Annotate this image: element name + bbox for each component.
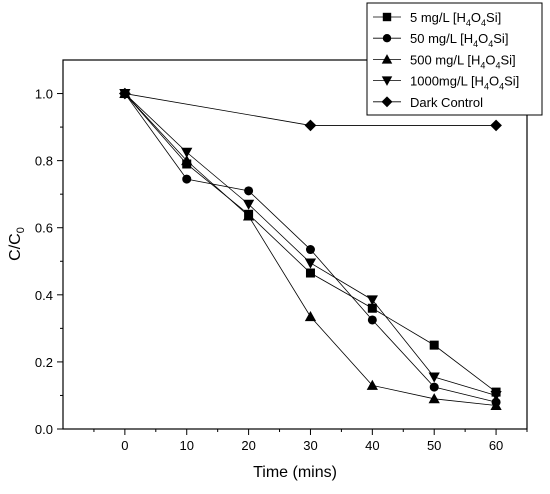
x-tick-label: 30 xyxy=(303,438,317,453)
y-axis-label-base: C/C xyxy=(7,233,24,261)
data-point-circle xyxy=(182,174,192,184)
series-line-square xyxy=(124,93,497,393)
y-axis-label: C/C0 xyxy=(7,227,27,261)
data-point-triangle-down xyxy=(428,372,440,383)
y-tick-label: 0.4 xyxy=(35,288,53,303)
y-axis: 0.0 0.2 0.4 0.6 0.8 1.0 xyxy=(35,87,63,437)
data-point-triangle-up xyxy=(428,393,440,404)
legend-marker-circle xyxy=(382,34,392,43)
legend-entry: 50 mg/L [H4O4Si] xyxy=(410,31,508,49)
legend-marker-square xyxy=(382,12,392,22)
legend-marker-diamond xyxy=(381,96,393,108)
x-tick-label: 50 xyxy=(427,438,441,453)
data-point-triangle-down xyxy=(181,147,193,158)
data-point-circle xyxy=(305,245,315,255)
legend-marker-triangle-down xyxy=(381,76,393,86)
data-point-triangle-up xyxy=(366,379,378,390)
data-point-triangle-down xyxy=(304,258,317,269)
y-tick-label: 0.2 xyxy=(35,355,53,370)
data-point-triangle-up xyxy=(181,155,193,166)
y-axis-label-sub: 0 xyxy=(15,227,27,233)
data-point-square xyxy=(305,268,315,278)
data-point-circle xyxy=(244,186,254,196)
data-point-circle xyxy=(429,382,439,392)
legend-marker-triangle-up xyxy=(381,54,393,64)
legend-entry: 1000mg/L [H4O4Si] xyxy=(410,74,519,92)
data-point-diamond xyxy=(119,87,131,100)
x-tick-label: 60 xyxy=(489,438,503,453)
y-tick-label: 0.8 xyxy=(35,154,53,169)
data-point-square xyxy=(429,340,439,350)
data-point-triangle-down xyxy=(242,199,255,210)
x-tick-label: 20 xyxy=(241,438,255,453)
y-tick-label: 0.6 xyxy=(35,221,53,236)
data-point-triangle-up xyxy=(490,399,502,411)
data-point-triangle-up xyxy=(304,310,317,322)
data-point-square xyxy=(367,303,377,313)
data-point-triangle-down xyxy=(366,295,378,306)
x-tick-label: 10 xyxy=(179,438,193,453)
data-point-diamond xyxy=(304,119,317,132)
plot-markers xyxy=(119,87,502,411)
legend: 5 mg/L [H4O4Si] 50 mg/L [H4O4Si] 500 mg/L … xyxy=(366,2,543,116)
y-tick-label: 0.0 xyxy=(35,422,53,437)
data-point-circle xyxy=(367,315,377,325)
x-axis-label: Time (mins) xyxy=(253,464,337,481)
legend-entry: 5 mg/L [H4O4Si] xyxy=(410,10,501,28)
data-point-triangle-down xyxy=(490,390,502,402)
data-point-triangle-up xyxy=(242,210,255,221)
y-tick-label: 1.0 xyxy=(35,87,53,102)
x-tick-label: 40 xyxy=(365,438,379,453)
plot-frame xyxy=(62,59,528,430)
legend-entry: 500 mg/L [H4O4Si] xyxy=(410,52,516,70)
data-point-diamond xyxy=(490,119,502,132)
legend-entry: Dark Control xyxy=(410,95,483,110)
x-tick-label: 0 xyxy=(121,438,128,453)
x-axis: 0 10 20 30 40 50 60 xyxy=(93,429,528,453)
